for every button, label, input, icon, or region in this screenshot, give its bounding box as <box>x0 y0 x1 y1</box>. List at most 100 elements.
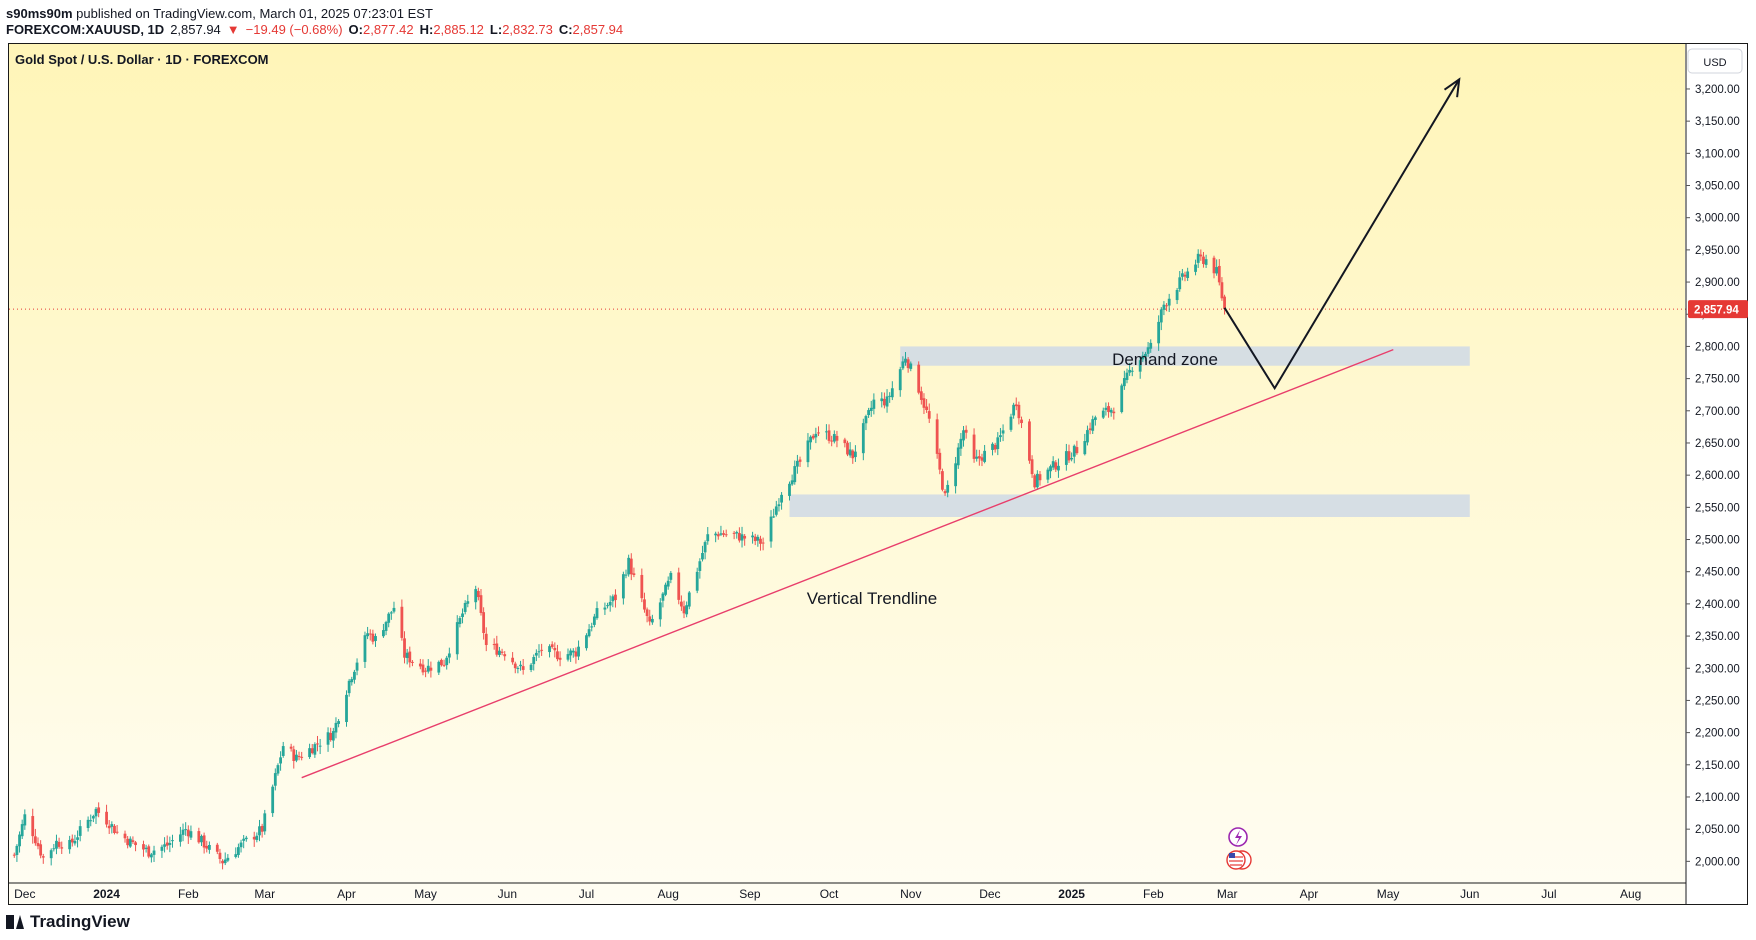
x-tick-label: Sep <box>739 887 761 901</box>
candle-body <box>569 650 573 656</box>
candle-body <box>606 605 609 607</box>
candle-body <box>687 592 691 607</box>
y-tick-label: 3,200.00 <box>1695 84 1740 96</box>
candle-body <box>925 406 929 411</box>
candle-body <box>326 732 330 745</box>
y-tick-label: 2,000.00 <box>1695 856 1740 868</box>
candle-body <box>239 842 243 848</box>
candle-body <box>587 629 591 637</box>
candle-body <box>1091 419 1095 431</box>
currency-button[interactable]: USD <box>1687 48 1743 74</box>
candle-body <box>1212 257 1216 274</box>
candle-body <box>830 440 834 442</box>
candle-body <box>835 435 839 441</box>
projection-path[interactable] <box>1223 78 1461 391</box>
candle-body <box>1064 451 1068 465</box>
symbol-name: FOREXCOM:XAUUSD, 1D <box>6 22 165 37</box>
candle-body <box>353 671 356 680</box>
candle-body <box>909 363 913 369</box>
candle-body <box>331 731 335 741</box>
lightning-event-icon[interactable] <box>1228 827 1248 847</box>
trendline[interactable] <box>301 348 1394 779</box>
candle-body <box>242 838 246 841</box>
candle-body <box>817 432 820 434</box>
x-tick-label: May <box>1377 887 1400 901</box>
symbol-info-line: FOREXCOM:XAUUSD, 1D 2,857.94 ▼ −19.49 (−… <box>6 22 623 37</box>
candle-body <box>975 456 979 459</box>
candle-body <box>906 359 910 369</box>
candle-body <box>769 516 773 542</box>
candle-body <box>479 595 483 613</box>
candle-body <box>18 834 21 847</box>
demand-zone[interactable] <box>900 346 1470 366</box>
candle-body <box>295 754 298 761</box>
candle-body <box>345 694 348 723</box>
candle-body <box>163 844 166 847</box>
candle-body <box>1093 417 1097 420</box>
candle-body <box>57 841 61 847</box>
support-zone[interactable] <box>789 494 1470 517</box>
candle-body <box>160 846 164 851</box>
candle-body <box>682 606 686 614</box>
candle-body <box>595 608 599 619</box>
candle-body <box>226 857 230 861</box>
y-tick-label: 2,100.00 <box>1695 792 1740 804</box>
candle-body <box>814 433 818 438</box>
candle-body <box>492 644 496 646</box>
candle-body <box>33 836 37 844</box>
us-flag-event-icon[interactable] <box>1226 850 1252 870</box>
high-label: H: <box>419 22 434 37</box>
candle-body <box>627 557 631 575</box>
candle-body <box>796 460 799 467</box>
open-value: 2,877.42 <box>362 22 414 37</box>
candle-body <box>165 842 169 846</box>
x-tick-label: Jul <box>1541 887 1556 901</box>
candle-body <box>260 825 264 832</box>
candle-body <box>1033 475 1037 488</box>
candle-body <box>1038 474 1042 481</box>
publisher-name[interactable]: s90ms90m <box>6 6 73 21</box>
candle-body <box>186 829 190 837</box>
y-tick-label: 2,400.00 <box>1695 599 1740 611</box>
candle-body <box>661 593 665 601</box>
y-tick-label: 2,250.00 <box>1695 695 1740 707</box>
candle-body <box>650 618 654 623</box>
candle-body <box>202 835 206 848</box>
candle-body <box>695 571 699 591</box>
y-tick-label: 2,300.00 <box>1695 663 1740 675</box>
candle-body <box>714 533 718 536</box>
y-tick-label: 2,150.00 <box>1695 760 1740 772</box>
candle-body <box>724 534 728 536</box>
candle-body <box>149 854 153 858</box>
candle-body <box>68 839 72 850</box>
candle-body <box>350 679 354 683</box>
event-icons[interactable] <box>1226 827 1252 870</box>
candle-body <box>685 605 689 615</box>
candle-body <box>1101 410 1105 418</box>
candle-body <box>1109 409 1113 413</box>
candle-body <box>753 536 757 542</box>
candle-body <box>1035 473 1039 488</box>
candle-body <box>737 533 741 541</box>
candle-body <box>1162 304 1166 310</box>
x-tick-label: Dec <box>14 887 35 901</box>
candle-body <box>1070 458 1074 460</box>
tradingview-logo[interactable]: TradingView <box>6 912 130 932</box>
candle-body <box>1107 406 1110 412</box>
candle-body <box>772 516 776 518</box>
candle-body <box>271 786 275 814</box>
demand-zone-label[interactable]: Demand zone <box>1112 350 1218 369</box>
candle-body <box>788 483 791 496</box>
candle-body <box>980 457 984 461</box>
trendline-label[interactable]: Vertical Trendline <box>807 589 937 608</box>
candle-body <box>1088 428 1092 431</box>
candle-body <box>890 388 894 398</box>
candle-body <box>76 837 79 840</box>
candle-body <box>938 452 942 470</box>
candle-body <box>809 436 812 443</box>
candle-body <box>421 664 425 673</box>
candle-body <box>993 444 997 450</box>
candle-body <box>15 845 19 855</box>
candle-body <box>455 622 459 655</box>
